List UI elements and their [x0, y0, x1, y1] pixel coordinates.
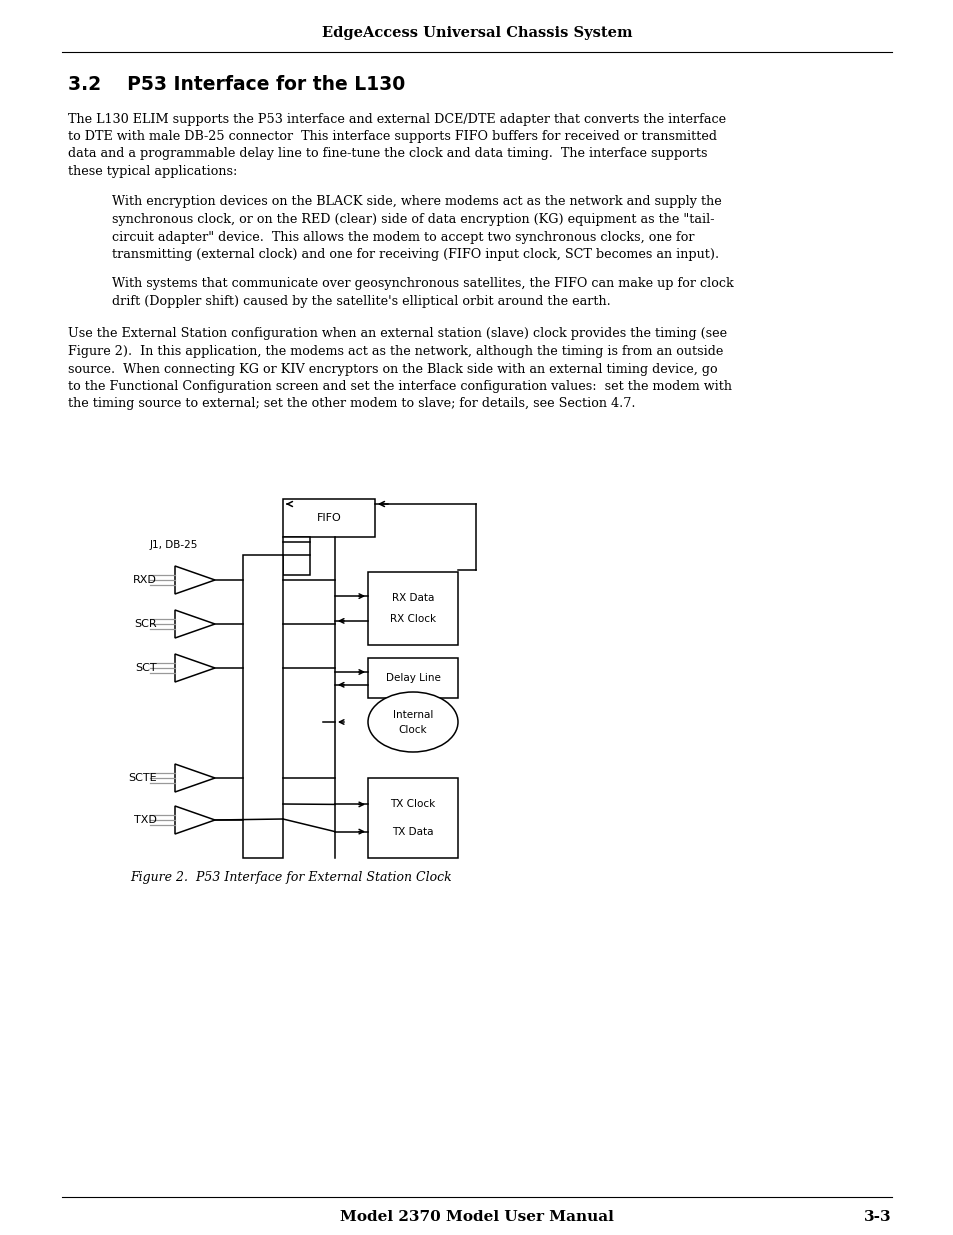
Polygon shape: [174, 806, 214, 834]
Text: RX Data: RX Data: [392, 593, 434, 603]
Text: to the Functional Configuration screen and set the interface configuration value: to the Functional Configuration screen a…: [68, 380, 731, 393]
Polygon shape: [174, 764, 214, 792]
Polygon shape: [174, 566, 214, 594]
Text: TXD: TXD: [134, 815, 157, 825]
Text: EdgeAccess Universal Chassis System: EdgeAccess Universal Chassis System: [321, 26, 632, 40]
Bar: [283, 499, 375, 537]
Text: The L130 ELIM supports the P53 interface and external DCE/DTE adapter that conve: The L130 ELIM supports the P53 interface…: [68, 112, 725, 126]
Text: transmitting (external clock) and one for receiving (FIFO input clock, SCT becom: transmitting (external clock) and one fo…: [112, 248, 719, 261]
Text: 3.2    P53 Interface for the L130: 3.2 P53 Interface for the L130: [68, 75, 405, 95]
Text: 3-3: 3-3: [863, 1210, 891, 1224]
Bar: [243, 555, 283, 858]
Text: With systems that communicate over geosynchronous satellites, the FIFO can make : With systems that communicate over geosy…: [112, 278, 733, 290]
Text: Model 2370 Model User Manual: Model 2370 Model User Manual: [339, 1210, 614, 1224]
Text: J1, DB-25: J1, DB-25: [150, 540, 198, 550]
Bar: [368, 658, 457, 698]
Text: Use the External Station configuration when an external station (slave) clock pr: Use the External Station configuration w…: [68, 327, 726, 341]
Text: Delay Line: Delay Line: [385, 673, 440, 683]
Text: TX Clock: TX Clock: [390, 799, 436, 809]
Polygon shape: [174, 610, 214, 638]
Text: FIFO: FIFO: [316, 513, 341, 522]
Text: RXD: RXD: [133, 576, 157, 585]
Text: Clock: Clock: [398, 725, 427, 735]
Text: Figure 2).  In this application, the modems act as the network, although the tim: Figure 2). In this application, the mode…: [68, 345, 722, 358]
Text: Figure 2.  P53 Interface for External Station Clock: Figure 2. P53 Interface for External Sta…: [130, 872, 452, 884]
Text: drift (Doppler shift) caused by the satellite's elliptical orbit around the eart: drift (Doppler shift) caused by the sate…: [112, 295, 610, 308]
Text: SCTE: SCTE: [129, 773, 157, 783]
Ellipse shape: [368, 692, 457, 752]
Text: source.  When connecting KG or KIV encryptors on the Black side with an external: source. When connecting KG or KIV encryp…: [68, 363, 717, 375]
Text: SCR: SCR: [134, 619, 157, 629]
Bar: [368, 778, 457, 858]
Bar: [283, 537, 310, 576]
Text: the timing source to external; set the other modem to slave; for details, see Se: the timing source to external; set the o…: [68, 398, 635, 410]
Text: these typical applications:: these typical applications:: [68, 165, 237, 178]
Text: to DTE with male DB-25 connector  This interface supports FIFO buffers for recei: to DTE with male DB-25 connector This in…: [68, 130, 717, 143]
Text: RX Clock: RX Clock: [390, 615, 436, 625]
Bar: [368, 572, 457, 645]
Polygon shape: [174, 655, 214, 682]
Text: circuit adapter" device.  This allows the modem to accept two synchronous clocks: circuit adapter" device. This allows the…: [112, 231, 694, 243]
Text: TX Data: TX Data: [392, 826, 434, 836]
Text: synchronous clock, or on the RED (clear) side of data encryption (KG) equipment : synchronous clock, or on the RED (clear)…: [112, 212, 714, 226]
Text: With encryption devices on the BLACK side, where modems act as the network and s: With encryption devices on the BLACK sid…: [112, 195, 721, 209]
Text: SCT: SCT: [135, 663, 157, 673]
Text: data and a programmable delay line to fine-tune the clock and data timing.  The : data and a programmable delay line to fi…: [68, 147, 707, 161]
Text: Internal: Internal: [393, 710, 433, 720]
